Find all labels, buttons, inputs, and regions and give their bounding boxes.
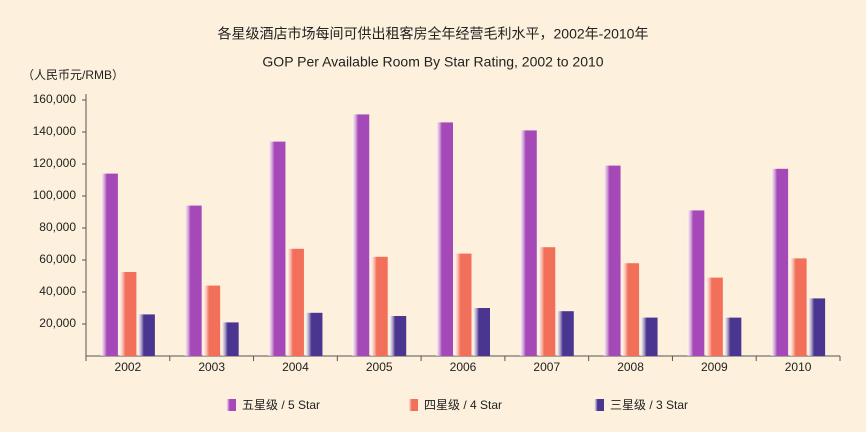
bar <box>603 165 621 356</box>
legend-label: 三星级 / 3 Star <box>610 398 688 412</box>
y-tick-label: 160,000 <box>33 92 77 106</box>
bar <box>436 122 453 357</box>
x-tick-label: 2002 <box>115 360 142 374</box>
bar <box>268 141 286 356</box>
y-tick-label: 60,000 <box>39 252 76 266</box>
bar <box>724 317 742 356</box>
bar <box>556 311 574 356</box>
y-tick-label: 140,000 <box>33 124 77 138</box>
legend-swatch <box>408 399 418 411</box>
bar <box>538 247 556 356</box>
chart-subtitle: GOP Per Available Room By Star Rating, 2… <box>262 54 603 70</box>
x-tick-label: 2008 <box>617 360 644 374</box>
bar <box>203 285 221 356</box>
legend-swatch <box>226 399 236 411</box>
bar <box>473 308 490 356</box>
x-tick-label: 2004 <box>282 360 309 374</box>
bar <box>808 298 826 356</box>
bar <box>352 114 370 357</box>
y-tick-label: 120,000 <box>33 156 77 170</box>
bar <box>221 322 239 356</box>
bar <box>454 253 472 356</box>
y-tick-label: 80,000 <box>39 220 76 234</box>
bar <box>789 258 807 356</box>
legend-label: 四星级 / 4 Star <box>424 398 502 412</box>
legend-swatch <box>594 399 604 411</box>
chart-title: 各星级酒店市场每间可供出租客房全年经营毛利水平，2002年-2010年 <box>218 26 649 42</box>
x-tick-label: 2003 <box>198 360 225 374</box>
bar <box>705 277 723 356</box>
bar <box>370 256 388 356</box>
bar <box>687 210 705 356</box>
x-tick-label: 2006 <box>450 360 477 374</box>
bar <box>286 248 304 356</box>
y-tick-label: 20,000 <box>39 316 76 330</box>
bar <box>305 312 323 356</box>
bar <box>771 168 789 356</box>
y-tick-label: 40,000 <box>39 284 76 298</box>
x-tick-label: 2007 <box>533 360 560 374</box>
bar <box>389 316 407 356</box>
legend-label: 五星级 / 5 Star <box>242 398 320 412</box>
bar <box>100 173 118 356</box>
bar <box>519 130 537 356</box>
x-tick-label: 2010 <box>785 360 812 374</box>
bar <box>622 263 640 356</box>
y-axis-label: （人民币元/RMB） <box>22 68 124 82</box>
x-tick-label: 2005 <box>366 360 393 374</box>
bar <box>184 205 202 356</box>
x-tick-label: 2009 <box>701 360 728 374</box>
bar <box>137 314 155 356</box>
bar <box>119 272 137 356</box>
bar <box>640 317 658 356</box>
y-tick-label: 100,000 <box>33 188 77 202</box>
